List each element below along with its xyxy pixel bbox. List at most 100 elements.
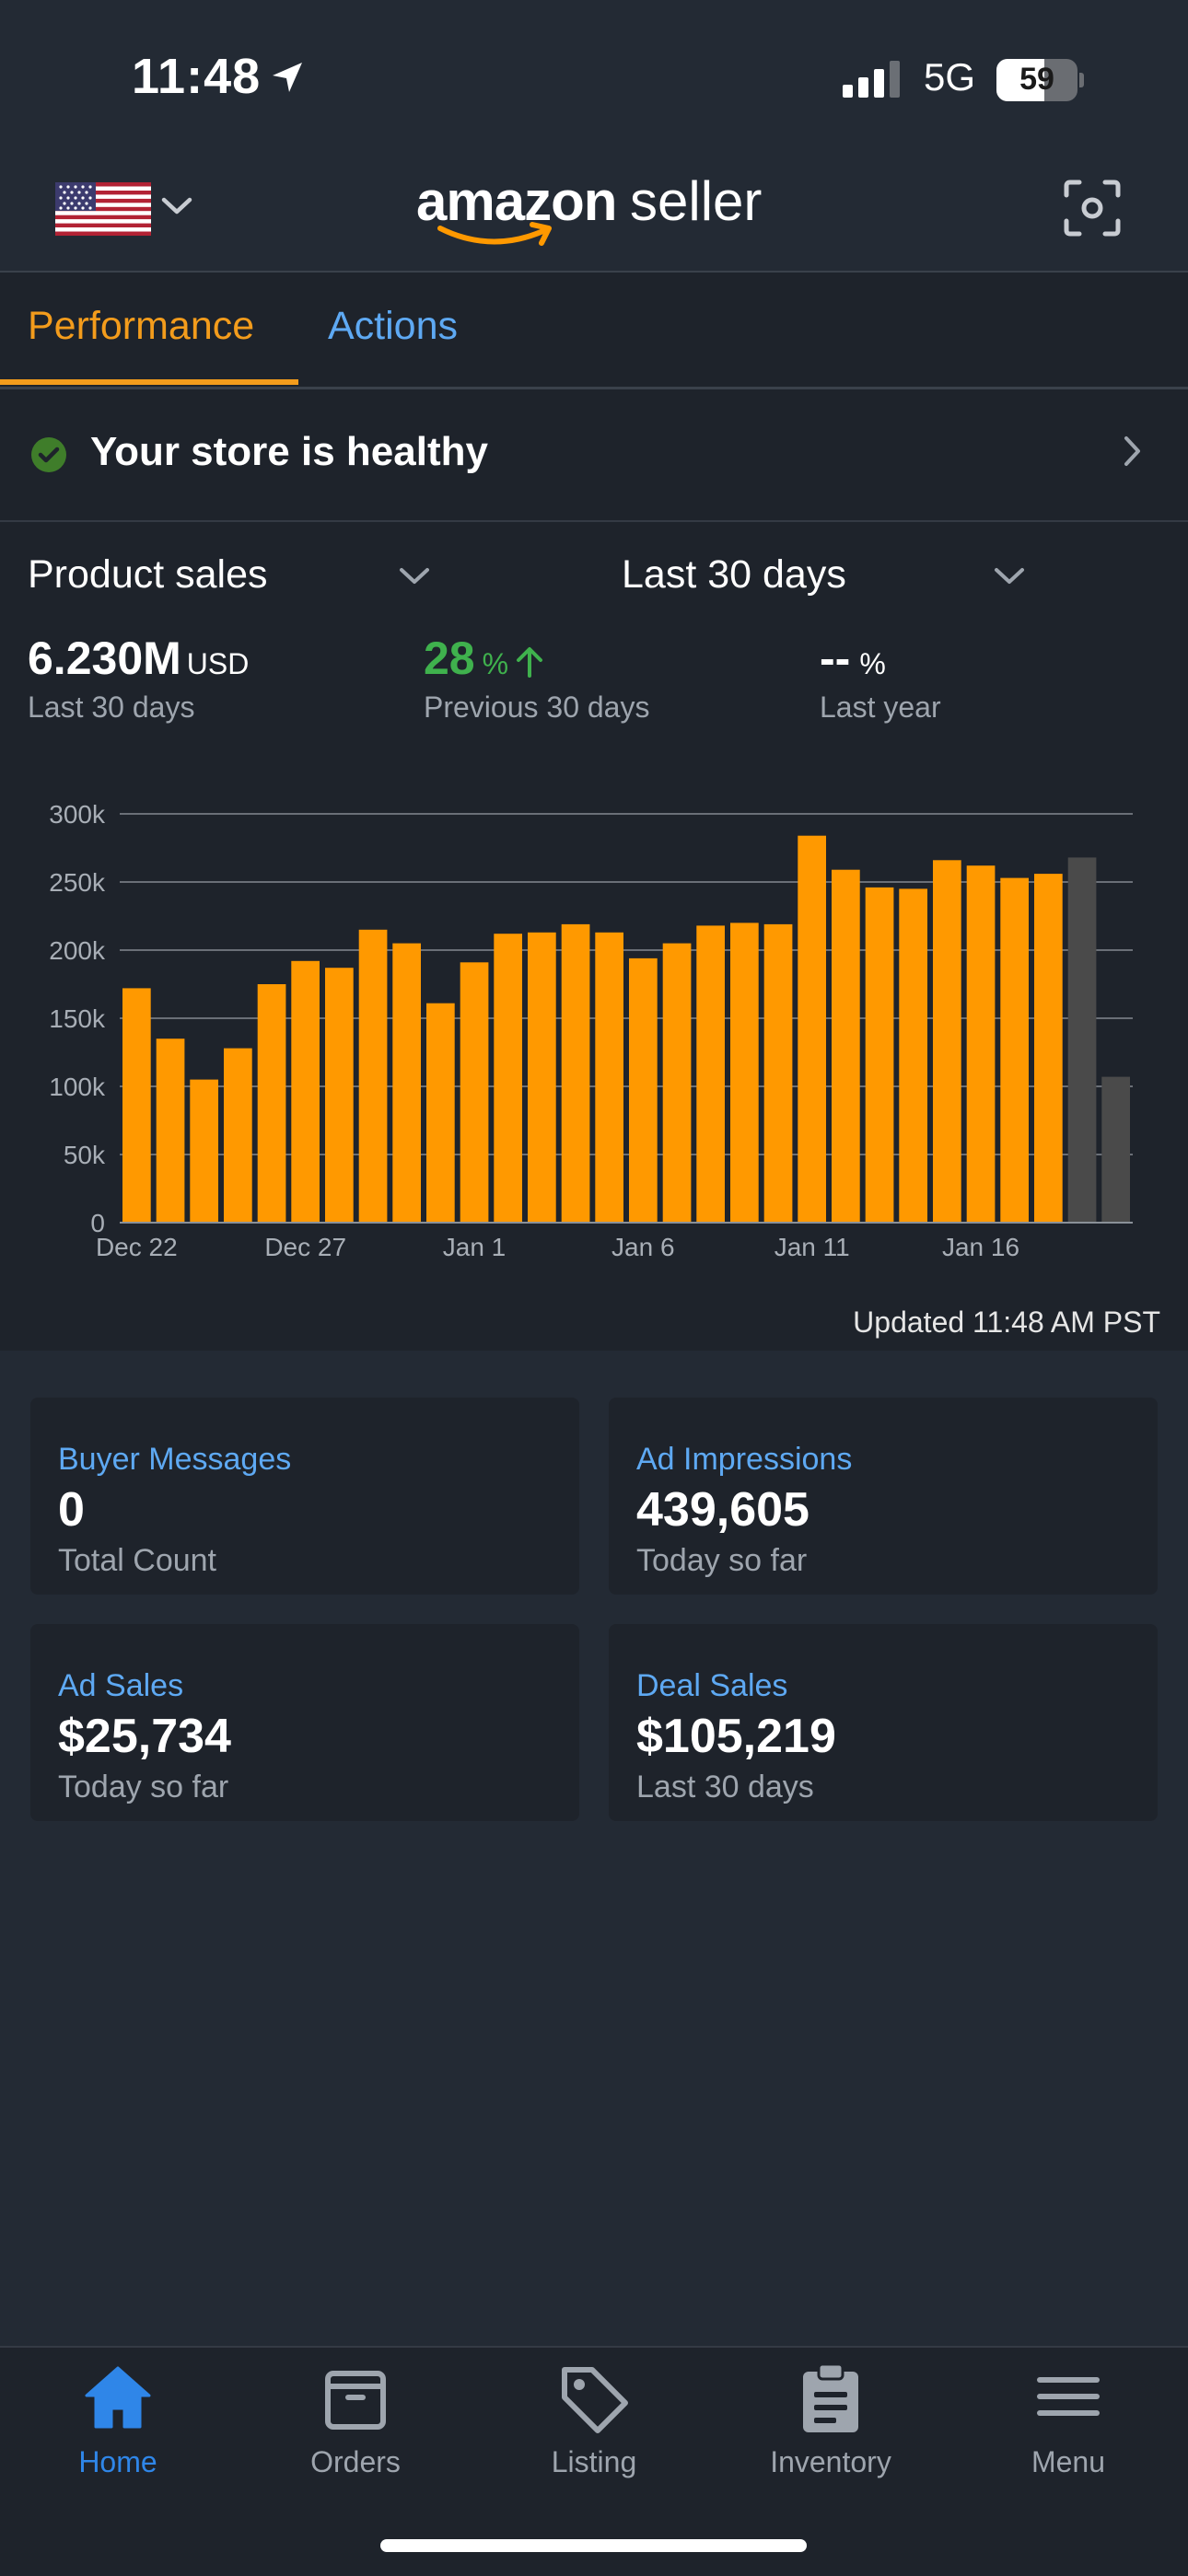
card-title: Deal Sales — [636, 1668, 788, 1703]
store-health-row[interactable] — [0, 389, 1188, 522]
chart-bar[interactable] — [1034, 874, 1063, 1223]
card-title: Ad Impressions — [636, 1442, 853, 1477]
chart-bar[interactable] — [291, 960, 320, 1223]
chart-bar[interactable] — [122, 988, 151, 1223]
chart-bar[interactable] — [966, 865, 996, 1223]
chart-bar[interactable] — [1101, 1076, 1130, 1223]
metric-dropdown[interactable]: Product sales — [28, 552, 268, 597]
tab-performance[interactable]: Performance — [28, 304, 255, 348]
home-indicator — [380, 2539, 807, 2552]
x-tick-label: Jan 11 — [775, 1233, 850, 1261]
growth-caption: Previous 30 days — [424, 690, 650, 724]
active-tab-indicator — [0, 379, 298, 385]
y-tick-label: 250k — [49, 868, 106, 897]
app-header — [0, 157, 1188, 273]
arrow-up-icon — [517, 646, 543, 678]
amazon-seller-logo: amazon seller — [416, 169, 785, 261]
battery-icon: 59 — [996, 59, 1085, 101]
chart-bar[interactable] — [1067, 857, 1097, 1223]
nav-label: Menu — [1031, 2445, 1106, 2478]
y-tick-label: 0 — [90, 1209, 105, 1237]
card-value: 0 — [58, 1483, 85, 1537]
chart-bar[interactable] — [696, 925, 725, 1223]
card-caption: Last 30 days — [636, 1770, 814, 1804]
chart-bar[interactable] — [358, 929, 388, 1223]
x-tick-label: Jan 16 — [942, 1233, 1019, 1261]
tag-icon — [562, 2367, 628, 2433]
growth-number: 28 — [424, 632, 475, 684]
card-deal-sales[interactable]: Deal Sales $105,219 Last 30 days — [609, 1624, 1158, 1821]
card-caption: Total Count — [58, 1543, 216, 1578]
chart-bar[interactable] — [528, 932, 556, 1223]
chart-bar[interactable] — [190, 1079, 218, 1223]
period-dropdown[interactable]: Last 30 days — [622, 552, 846, 597]
chart-bar[interactable] — [257, 984, 286, 1223]
y-tick-label: 200k — [49, 936, 106, 965]
chart-bar[interactable] — [798, 835, 826, 1223]
chart-bar[interactable] — [832, 869, 860, 1223]
tab-bar-top — [0, 273, 1188, 389]
check-circle-icon — [31, 437, 66, 472]
status-bar — [0, 0, 1188, 157]
chevron-down-icon[interactable] — [160, 195, 193, 217]
total-sales-number: 6.230M — [28, 632, 181, 684]
logo-suffix: seller — [630, 170, 763, 232]
card-value: 439,605 — [636, 1483, 809, 1537]
chart-bar[interactable] — [156, 1039, 185, 1223]
chart-bar[interactable] — [629, 957, 658, 1223]
card-title: Ad Sales — [58, 1668, 184, 1703]
chevron-down-icon[interactable] — [398, 565, 431, 587]
box-icon — [325, 2371, 386, 2430]
chart-bar[interactable] — [460, 962, 489, 1223]
store-health-text: Your store is healthy — [90, 429, 488, 474]
nav-label: Listing — [551, 2445, 637, 2478]
network-type: 5G — [924, 55, 976, 99]
cell-signal-icon — [843, 61, 900, 98]
x-tick-label: Jan 1 — [443, 1233, 507, 1261]
growth-value: 28% — [424, 632, 545, 685]
battery-level: 59 — [1019, 62, 1054, 97]
us-flag-icon[interactable] — [55, 182, 151, 236]
card-ad-sales[interactable]: Ad Sales $25,734 Today so far — [30, 1624, 579, 1821]
card-value: $105,219 — [636, 1710, 836, 1763]
chart-bar[interactable] — [899, 888, 927, 1223]
y-tick-label: 100k — [49, 1073, 106, 1101]
chart-bar[interactable] — [561, 923, 590, 1223]
chart-bar[interactable] — [494, 934, 522, 1223]
chart-bar[interactable] — [763, 923, 793, 1223]
updated-timestamp: Updated 11:48 AM PST — [853, 1305, 1160, 1339]
chart-bar[interactable] — [224, 1048, 252, 1223]
bottom-tab-bar — [0, 2346, 1188, 2576]
scan-icon[interactable] — [1063, 179, 1122, 238]
chevron-down-icon[interactable] — [993, 565, 1026, 587]
last-year-number: -- — [820, 632, 851, 684]
chart-bar[interactable] — [865, 887, 894, 1223]
y-tick-label: 50k — [64, 1141, 106, 1169]
nav-label: Home — [78, 2445, 157, 2478]
last-year-unit: % — [859, 647, 886, 680]
nav-label: Orders — [310, 2445, 401, 2478]
chart-bar[interactable] — [662, 943, 692, 1223]
chart-bar[interactable] — [730, 922, 759, 1223]
card-caption: Today so far — [636, 1543, 808, 1578]
chart-bar[interactable] — [933, 860, 961, 1223]
home-icon — [85, 2366, 151, 2429]
card-title: Buyer Messages — [58, 1442, 292, 1477]
chart-bar[interactable] — [325, 968, 354, 1223]
growth-unit: % — [482, 647, 509, 680]
tab-actions[interactable]: Actions — [328, 304, 459, 348]
chart-bar[interactable] — [1000, 877, 1029, 1223]
chart-bar[interactable] — [426, 1003, 455, 1223]
total-sales-value: 6.230M USD — [28, 632, 249, 685]
last-year-caption: Last year — [820, 690, 941, 724]
chart-bar[interactable] — [392, 943, 421, 1223]
card-caption: Today so far — [58, 1770, 229, 1804]
chevron-right-icon[interactable] — [1122, 435, 1144, 468]
y-tick-label: 300k — [49, 800, 106, 829]
last-year-value: --% — [820, 632, 886, 685]
card-ad-impressions[interactable]: Ad Impressions 439,605 Today so far — [609, 1398, 1158, 1595]
card-buyer-messages[interactable]: Buyer Messages 0 Total Count — [30, 1398, 579, 1595]
sales-bar-chart[interactable]: 0 50k 100k 150k 200k 250k 300k Dec 22 Dec 27 Jan … — [0, 783, 1188, 1280]
chart-bar[interactable] — [595, 932, 623, 1223]
card-value: $25,734 — [58, 1710, 231, 1763]
